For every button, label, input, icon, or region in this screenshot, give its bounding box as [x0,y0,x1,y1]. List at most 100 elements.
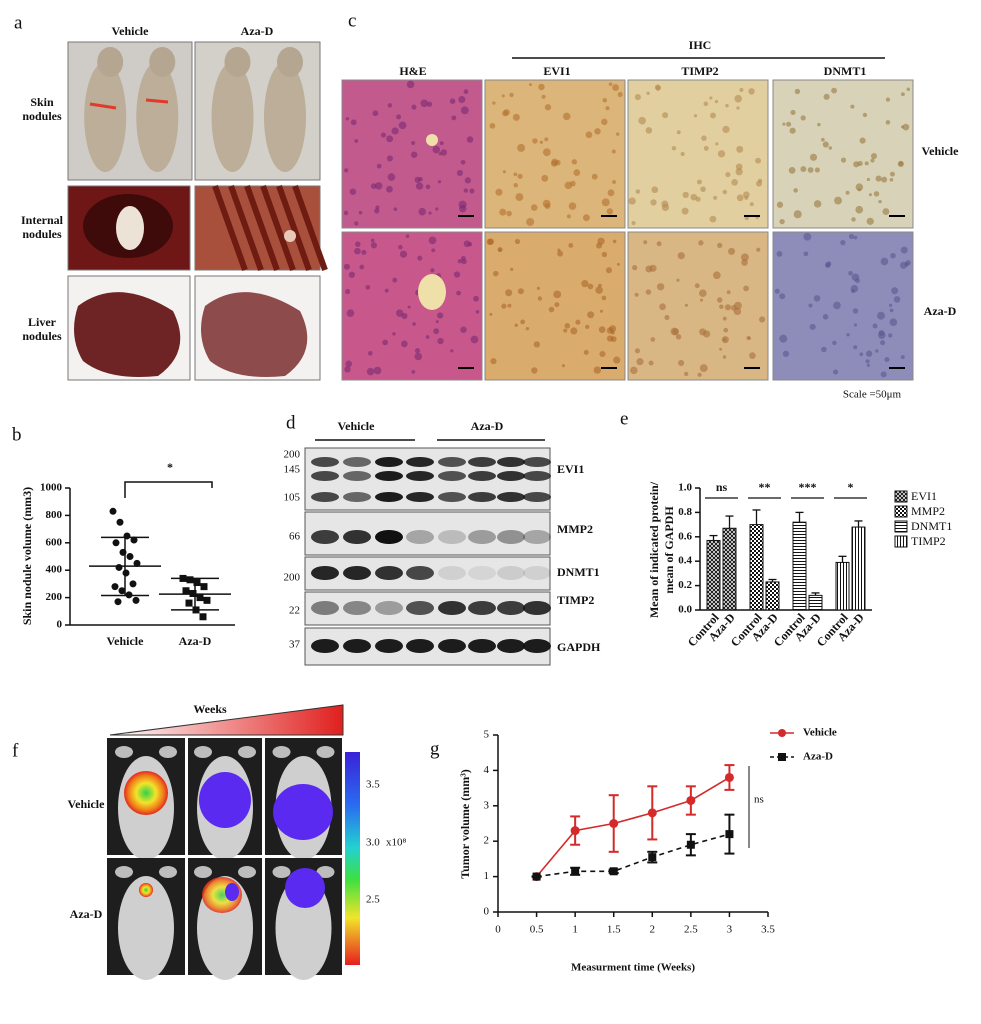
blot-band [438,601,466,615]
micrograph-cell [875,175,882,182]
micrograph-cell [605,267,612,274]
micrograph-cell [376,163,382,169]
micrograph-cell [853,323,858,327]
micrograph-cell [528,83,533,87]
blot-band [497,601,525,615]
blot-band [406,457,434,467]
micrograph-cell [888,303,893,308]
row-label: Skin nodules [22,95,62,123]
micrograph-cell [803,232,812,241]
micrograph-cell [832,340,837,346]
micrograph-cell [661,203,670,212]
micrograph-cell [551,160,558,167]
micrograph-cell [525,326,530,331]
blot-band [438,530,466,544]
micrograph-cell [418,207,426,216]
micrograph-cell [905,260,911,266]
micrograph-cell [650,199,657,206]
micrograph-cell [808,303,813,308]
data-point [532,872,541,881]
y-axis-title: Tumor volume (mm³) [458,769,472,879]
y-tick-label: 5 [484,729,490,741]
micrograph-cell [489,122,496,129]
micrograph-cell [717,150,726,158]
micrograph-cell [583,349,589,355]
blot-band [438,471,466,481]
y-axis-title: Skin nodule volume (mm3) [20,487,34,625]
micrograph-cell [440,149,448,156]
row-label: Aza-D [70,907,103,921]
micrograph-cell [497,246,503,253]
group-label: Vehicle [338,419,376,433]
significance-label: * [848,480,854,494]
y-tick-label: 2 [484,835,490,847]
micrograph-cell [451,115,457,121]
micrograph-cell [690,193,698,201]
micrograph-cell [372,110,379,117]
photo-mouse [211,62,254,172]
row-label: Internal nodules [21,213,64,241]
micrograph-cell [568,243,574,248]
micrograph-cell [885,120,891,125]
bar [851,526,866,611]
micrograph-cell [367,350,373,356]
photo-tissue [228,184,264,272]
micrograph-cell [828,146,833,150]
micrograph-cell [782,350,790,357]
panel-label: d [286,412,296,433]
x-tick-label: 2.5 [684,924,698,936]
micrograph-cell [793,188,798,193]
micrograph-cell [887,333,893,338]
blot-band [406,492,434,502]
micrograph-cell [606,335,614,342]
micrograph-cell [437,337,444,345]
micrograph-cell [851,289,856,294]
data-point [186,576,194,584]
micrograph-cell [734,94,743,103]
marker-label: 105 [284,492,301,504]
micrograph-cell [712,195,718,200]
micrograph [484,79,626,229]
micrograph-cell [870,158,875,163]
blot-band [343,639,371,653]
micrograph-cell [461,258,467,265]
micrograph-cell [430,268,435,273]
micrograph-cell [401,312,408,320]
micrograph-cell [544,203,551,209]
micrograph-cell [715,142,719,146]
micrograph-cell [611,149,616,154]
data-point [122,569,130,577]
micrograph-cell [880,340,886,346]
bar [765,581,780,611]
micrograph-cell [774,288,780,294]
micrograph-cell [630,366,638,375]
micrograph-cell [502,110,509,117]
micrograph-cell [533,341,541,348]
blot-band [523,566,551,580]
y-tick-label: 4 [484,764,490,776]
micrograph-cell [431,248,436,253]
blot-band [375,601,403,615]
micrograph-cell [859,352,864,357]
micrograph-cell [501,303,507,309]
blot-band [497,457,525,467]
y-tick-label: 1000 [40,482,63,494]
micrograph-cell [851,273,860,282]
micrograph-cell [463,188,469,193]
photo-liver [74,292,181,377]
micrograph-cell [793,210,802,219]
blot-band [468,639,496,653]
micrograph-cell [743,285,749,292]
mouse-ear [115,866,133,878]
micrograph-cell [490,358,497,365]
blot-band [311,601,339,615]
micrograph-cell [680,151,685,157]
micrograph-cell [736,106,740,110]
micrograph-cell [517,288,524,295]
micrograph-space [418,274,446,310]
micrograph-cell [906,87,911,91]
micrograph-cell [822,141,829,148]
blot-band [375,457,403,467]
micrograph-cell [354,139,359,143]
